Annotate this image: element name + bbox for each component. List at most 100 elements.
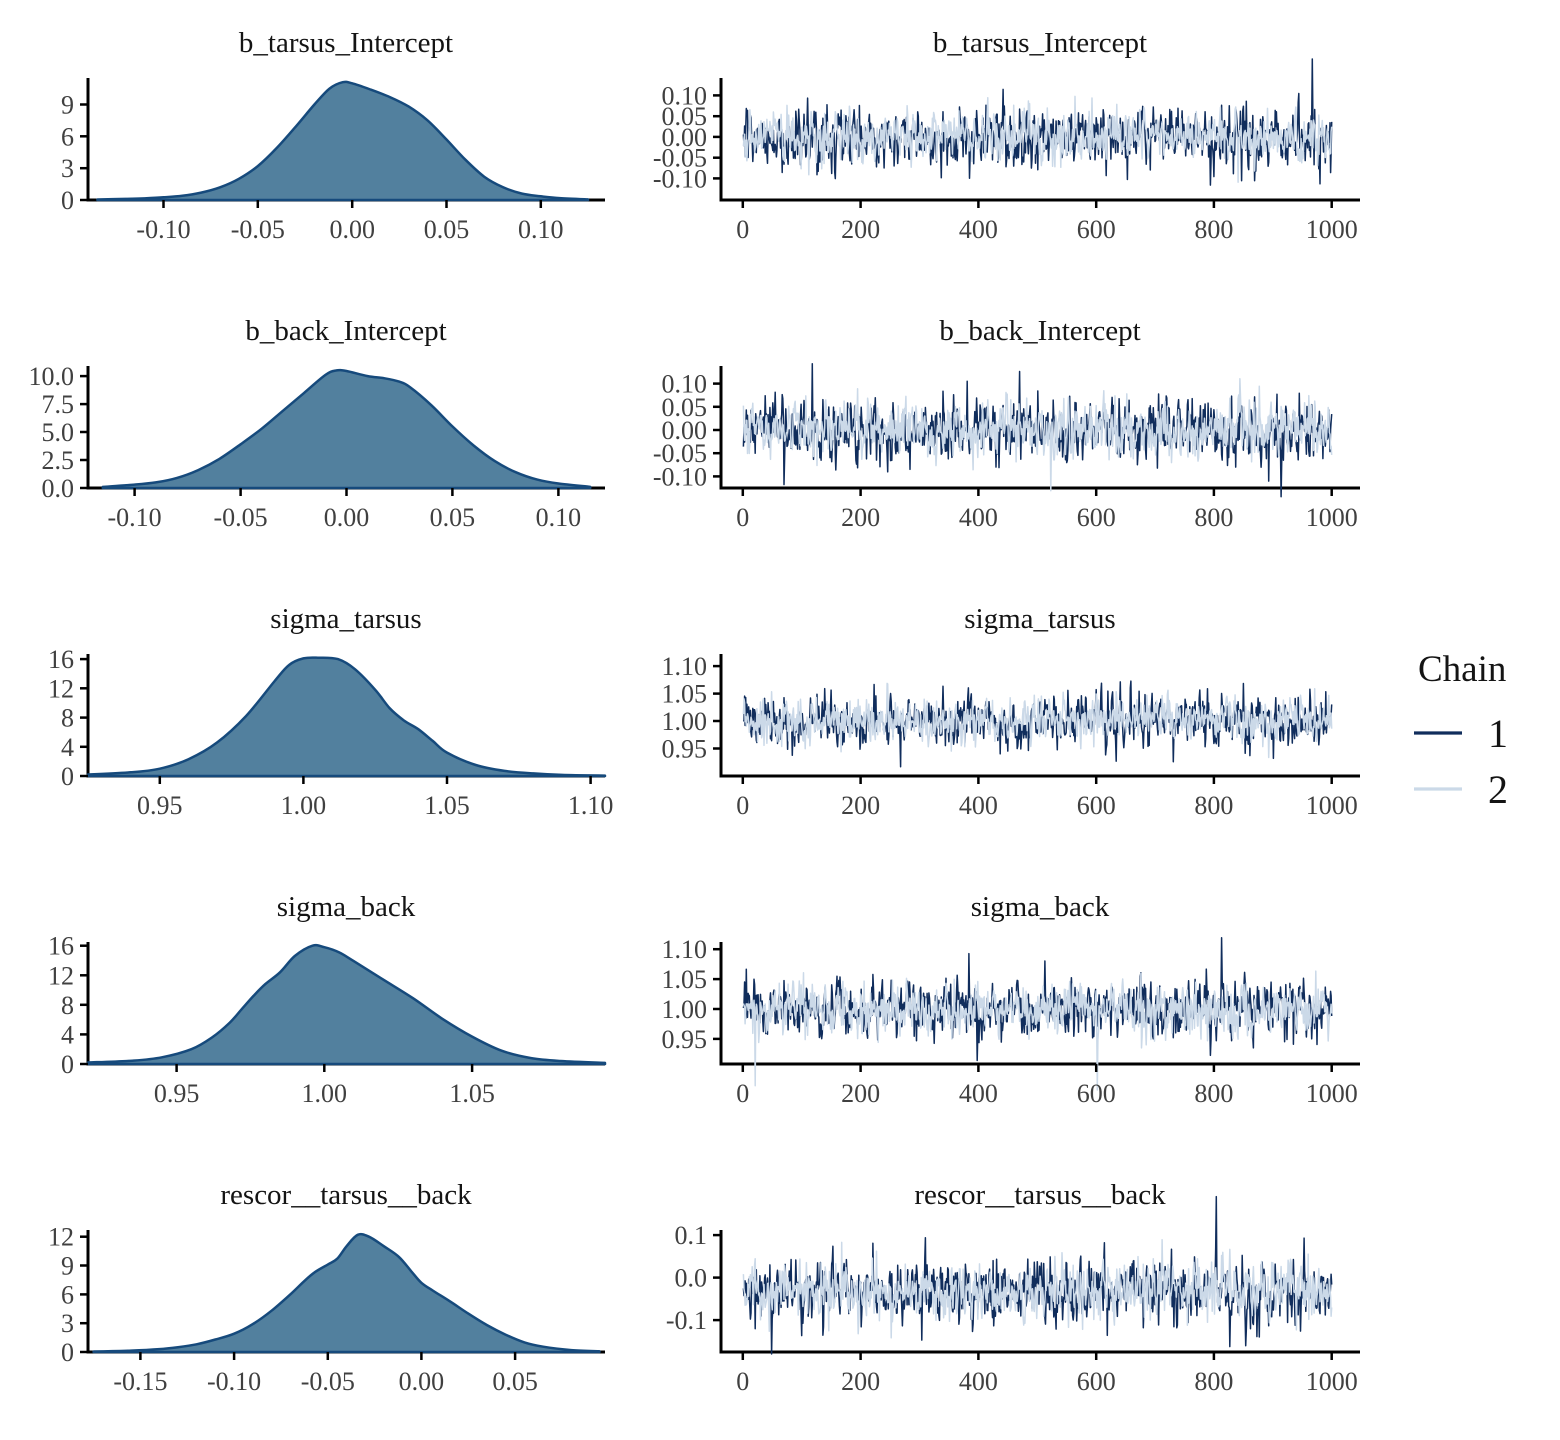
- x-tick-label: 1000: [1306, 503, 1358, 532]
- density-cell-rescor__tarsus__back: rescor__tarsus__back 0 3 6 9 12 -0.15 -0.10 -0.…: [0, 1152, 630, 1440]
- trace-cell-sigma_back: sigma_back 1.10 1.05 1.00 0.95 0 200 400 600 800…: [630, 864, 1400, 1152]
- y-tick-label: 0.10: [662, 81, 708, 110]
- tick-marks: [80, 657, 592, 784]
- tick-labels: 1.101.051.000.95 0 200 400 600 800 1000: [662, 935, 1358, 1108]
- y-tick-label: 1.00: [662, 707, 708, 736]
- y-tick-label: 1.05: [662, 680, 708, 709]
- density-cell-sigma_tarsus: sigma_tarsus 0 4 8 12 16 0.95 1.00 1.05 1.10: [0, 576, 630, 864]
- plot-title: rescor__tarsus__back: [914, 1179, 1166, 1211]
- x-tick-label: 200: [841, 503, 880, 532]
- chain-1-key: [1414, 731, 1462, 735]
- trace-line-chain-2: [742, 682, 1333, 759]
- axes: [719, 78, 1360, 202]
- tick-marks: [80, 1235, 517, 1360]
- x-tick-label: 0.95: [137, 791, 183, 820]
- trace-plot-sigma_back: sigma_back 1.101.051.000.95 0 200 400 600 800…: [662, 891, 1360, 1108]
- trace-cell-sigma_tarsus: sigma_tarsus 1.10 1.05 1.00 0.95 0 200 400 600 8…: [630, 576, 1400, 864]
- trace-line-chain-2: [742, 378, 1333, 492]
- y-tick-label: -0.1: [666, 1306, 707, 1335]
- y-tick-label: 0.10: [662, 370, 708, 399]
- tick-marks: [713, 382, 1333, 496]
- trace-line-chain-1: [742, 58, 1333, 186]
- x-tick-label: 1.05: [449, 1079, 495, 1108]
- legend-item-chain-2: 2: [1404, 761, 1560, 817]
- x-tick-label: 0.00: [329, 215, 375, 244]
- density-area: [101, 368, 592, 490]
- density-cell-b_back_Intercept: b_back_Intercept 0.0 2.5 5.0 7.5 10.0 -0.10 -0…: [0, 288, 630, 576]
- y-tick-label: 4: [61, 733, 74, 762]
- y-tick-label: 9: [61, 91, 74, 120]
- trace-line-chain-2: [742, 970, 1333, 1091]
- x-tick-label: 0: [736, 503, 749, 532]
- trace-line-chain-2: [742, 1238, 1333, 1339]
- y-tick-label: 1.05: [662, 965, 708, 994]
- x-tick-label: 400: [959, 791, 998, 820]
- x-tick-label: 0.00: [399, 1367, 445, 1396]
- x-tick-label: 1000: [1306, 1079, 1358, 1108]
- chain-2-key: [1414, 787, 1462, 791]
- x-tick-label: 1000: [1306, 1367, 1358, 1396]
- plot-title: b_tarsus_Intercept: [239, 27, 453, 59]
- y-tick-label: 12: [48, 1223, 74, 1252]
- y-tick-label: 0: [61, 762, 74, 791]
- y-tick-label: 8: [61, 991, 74, 1020]
- plot-title: b_tarsus_Intercept: [933, 27, 1147, 59]
- density-area: [92, 1232, 601, 1354]
- y-tick-label: 12: [48, 674, 74, 703]
- plot-title: b_back_Intercept: [939, 315, 1140, 347]
- x-tick-label: 600: [1077, 1079, 1116, 1108]
- density-area: [96, 80, 590, 202]
- legend-item-chain-1: 1: [1404, 705, 1560, 761]
- plot-title: sigma_tarsus: [270, 603, 421, 635]
- x-tick-label: 1000: [1306, 791, 1358, 820]
- tick-marks: [713, 94, 1333, 208]
- x-tick-label: 200: [841, 215, 880, 244]
- trace-line-chain-1: [742, 1195, 1333, 1355]
- y-tick-label: 5.0: [42, 418, 75, 447]
- y-tick-label: 3: [61, 1309, 74, 1338]
- y-tick-label: 0: [61, 1338, 74, 1367]
- tick-marks: [713, 664, 1333, 784]
- tick-marks: [80, 374, 560, 496]
- y-tick-label: -0.10: [653, 164, 707, 193]
- y-tick-label: -0.05: [653, 144, 707, 173]
- tick-marks: [80, 944, 474, 1072]
- row-b_tarsus_Intercept: b_tarsus_Intercept 0 3 6 9 -0.10 -0.05 0.00 0.0…: [0, 0, 1560, 288]
- y-tick-label: 0.0: [675, 1264, 708, 1293]
- y-tick-label: 8: [61, 704, 74, 733]
- y-tick-label: 1.10: [662, 935, 708, 964]
- y-tick-label: 7.5: [42, 390, 75, 419]
- x-tick-label: 600: [1077, 791, 1116, 820]
- y-tick-label: 16: [48, 932, 74, 961]
- axes: [719, 942, 1360, 1066]
- x-tick-label: 400: [959, 1367, 998, 1396]
- x-tick-label: 800: [1194, 1367, 1233, 1396]
- density-plot-b_tarsus_Intercept: b_tarsus_Intercept 0 3 69 -0.10 -0.05 0.00 0.0…: [61, 27, 605, 245]
- trace-plot-sigma_tarsus: sigma_tarsus 1.101.051.000.95 0 200 400 600 8…: [662, 603, 1360, 820]
- trace-line-chain-2: [742, 95, 1333, 183]
- trace-plot-b_tarsus_Intercept: b_tarsus_Intercept 0.100.050.00-0.05-0.1…: [653, 27, 1360, 244]
- trace-cell-b_tarsus_Intercept: b_tarsus_Intercept 0.10 0.05 0.00 -0.05 -0.1…: [630, 0, 1400, 288]
- x-tick-label: 0: [736, 1079, 749, 1108]
- axes: [719, 366, 1360, 490]
- tick-marks: [80, 103, 543, 208]
- axes: [719, 1230, 1360, 1354]
- tick-labels: 0 3 69 -0.10 -0.05 0.00 0.05 0.10: [61, 91, 564, 245]
- tick-labels: 0.1 0.0 -0.1 0 200 400 600 800 1000: [666, 1221, 1358, 1396]
- x-tick-label: -0.05: [214, 503, 268, 532]
- density-cell-sigma_back: sigma_back 0 4 8 12 16 0.95 1.00 1.05: [0, 864, 630, 1152]
- plot-title: b_back_Intercept: [245, 315, 446, 347]
- plot-title: sigma_tarsus: [964, 603, 1115, 635]
- x-tick-label: -0.10: [136, 215, 190, 244]
- x-tick-label: 1.00: [302, 1079, 348, 1108]
- density-cell-b_tarsus_Intercept: b_tarsus_Intercept 0 3 6 9 -0.10 -0.05 0.00 0.0…: [0, 0, 630, 288]
- tick-labels: 1.101.051.000.95 0 200 400 600 800 1000: [662, 652, 1358, 820]
- y-tick-label: 10.0: [29, 362, 75, 391]
- x-tick-label: 0.05: [492, 1367, 538, 1396]
